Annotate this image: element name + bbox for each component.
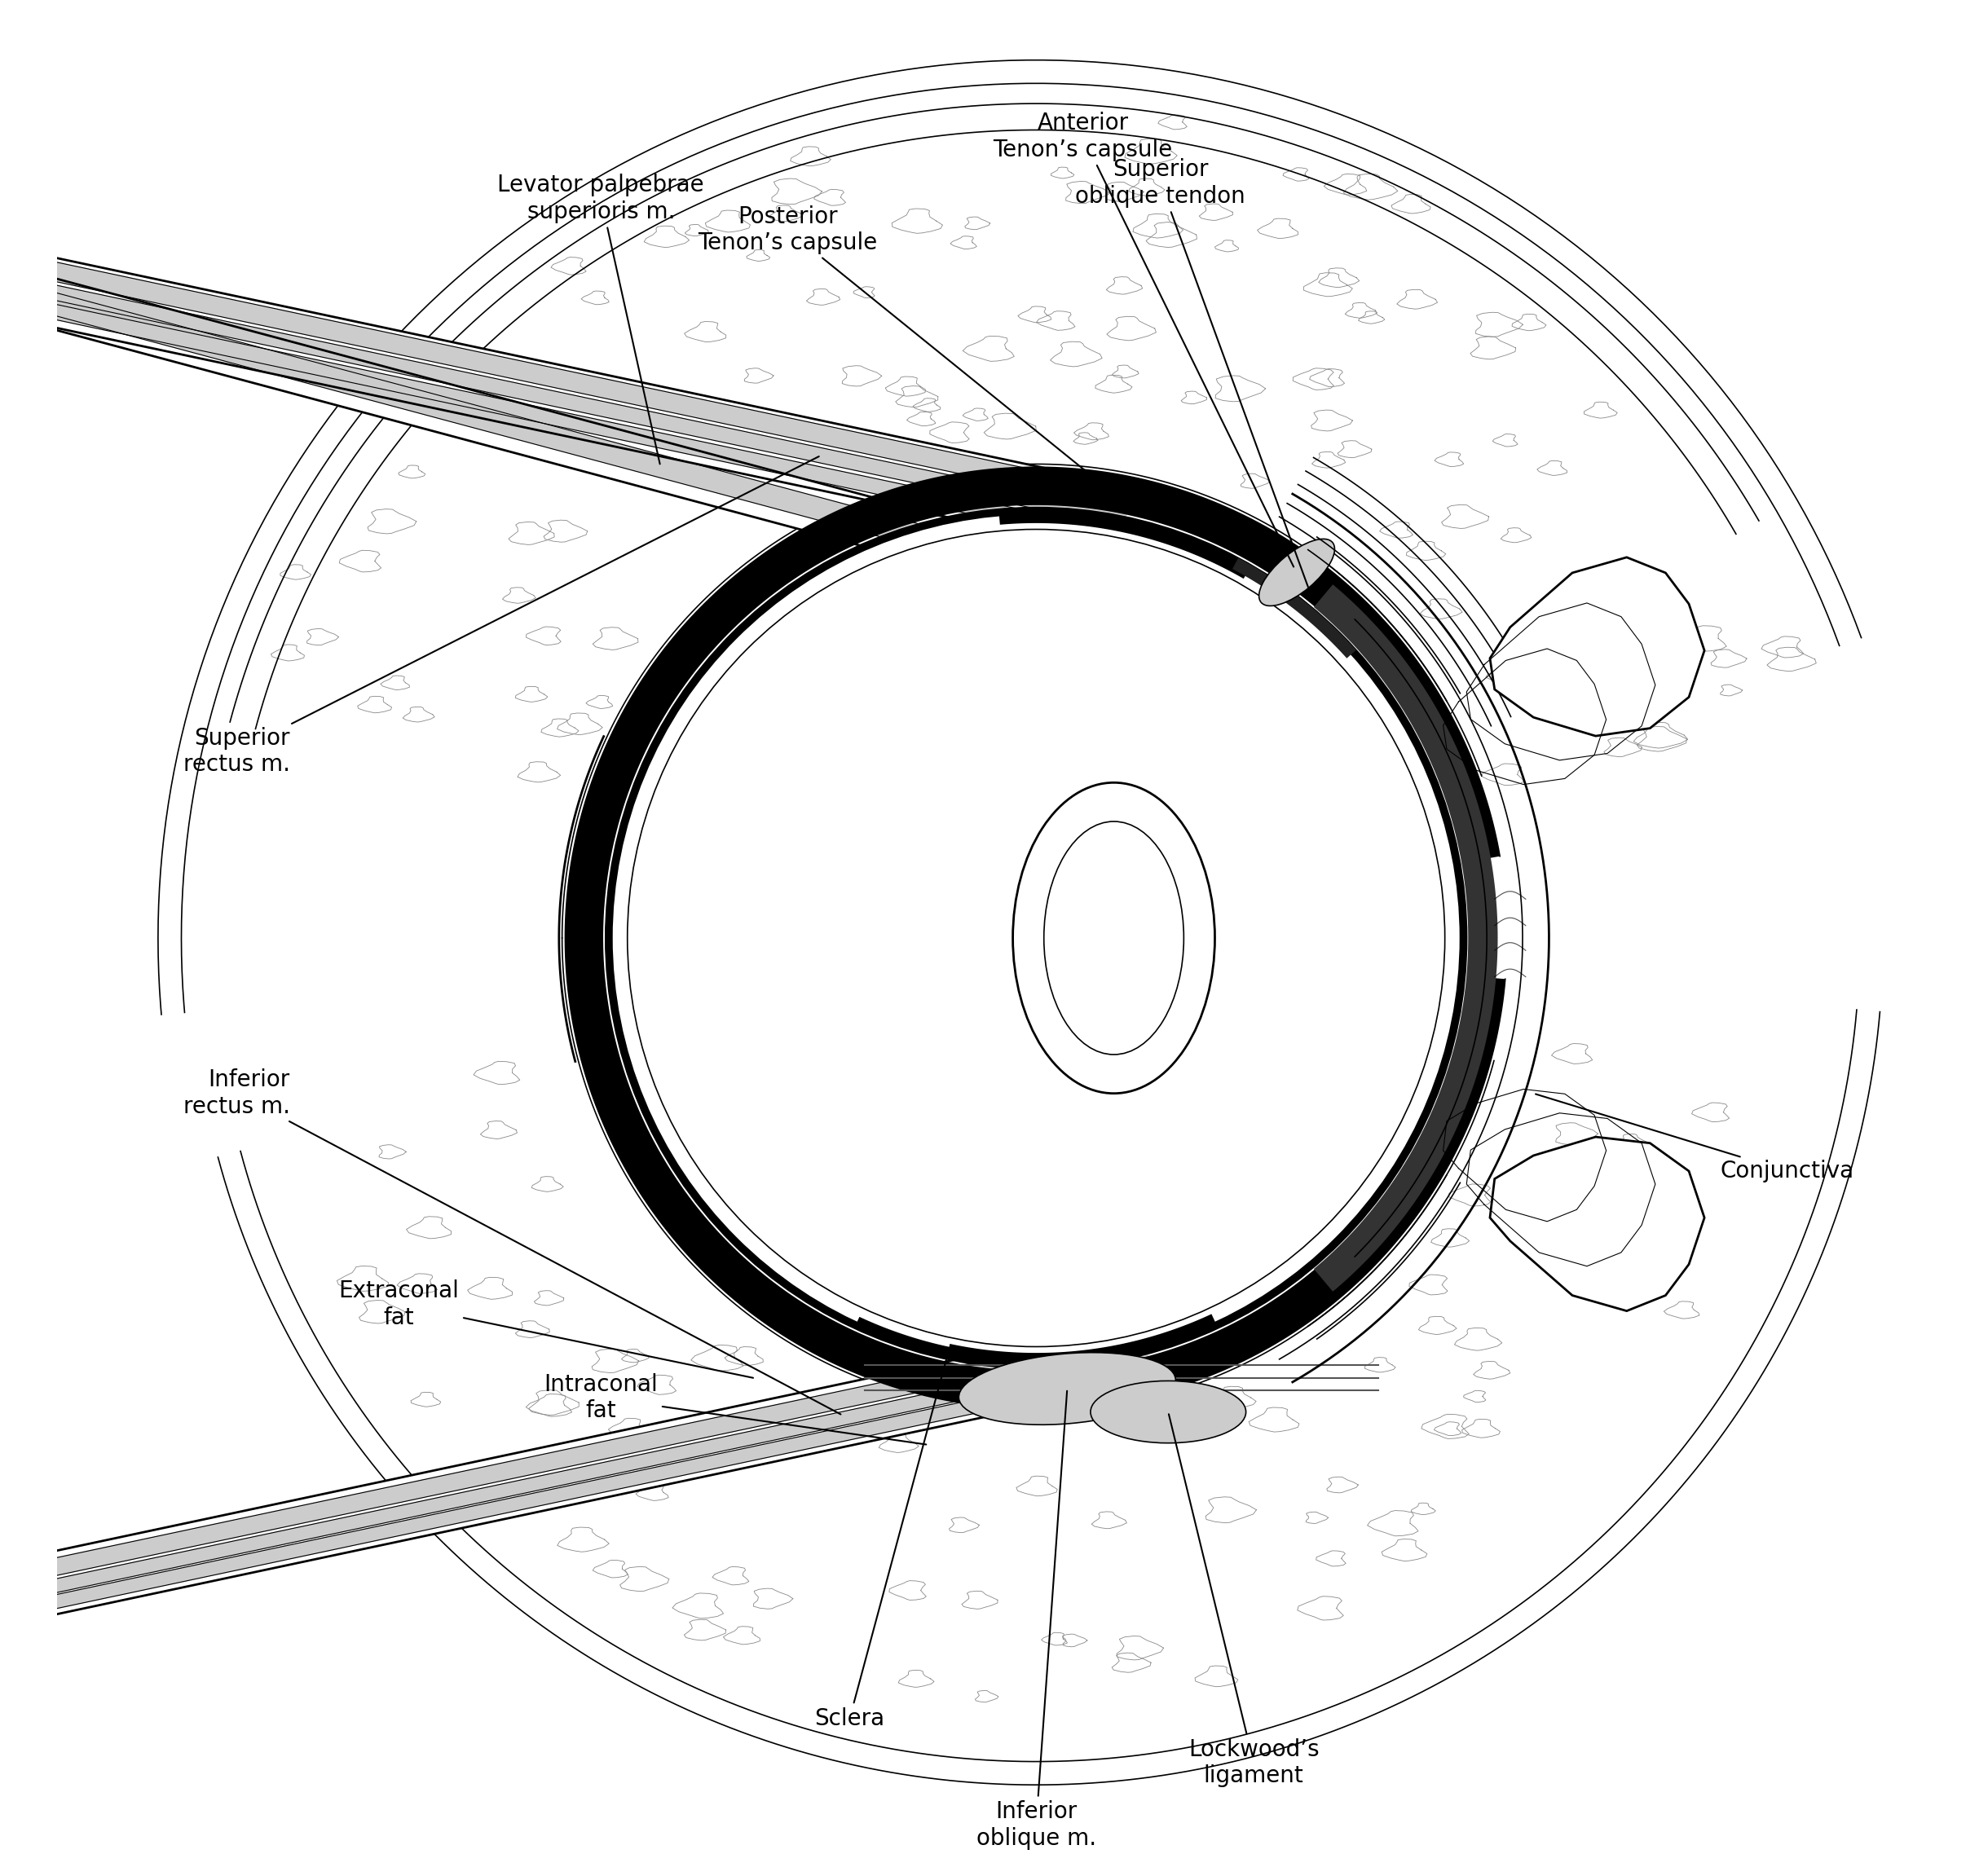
Polygon shape bbox=[566, 467, 1506, 1409]
Ellipse shape bbox=[1259, 538, 1334, 606]
Text: Inferior
oblique m.: Inferior oblique m. bbox=[976, 1390, 1096, 1850]
Polygon shape bbox=[0, 272, 1122, 546]
Text: Conjunctiva: Conjunctiva bbox=[1536, 1094, 1854, 1182]
Text: Superior
oblique tendon: Superior oblique tendon bbox=[1075, 158, 1308, 587]
Text: Levator palpebrae
superioris m.: Levator palpebrae superioris m. bbox=[497, 174, 705, 463]
Ellipse shape bbox=[1090, 1381, 1247, 1443]
Text: Superior
rectus m.: Superior rectus m. bbox=[184, 456, 819, 777]
Polygon shape bbox=[946, 1313, 1217, 1368]
Polygon shape bbox=[204, 977, 1896, 1801]
Polygon shape bbox=[0, 233, 1132, 508]
Polygon shape bbox=[127, 28, 1890, 1017]
Circle shape bbox=[610, 510, 1464, 1366]
Polygon shape bbox=[999, 508, 1251, 578]
Polygon shape bbox=[0, 255, 1126, 527]
Text: Intraconal
fat: Intraconal fat bbox=[544, 1373, 926, 1445]
Polygon shape bbox=[1314, 585, 1498, 1291]
Polygon shape bbox=[28, 287, 1114, 598]
Polygon shape bbox=[0, 1347, 1150, 1619]
Text: Sclera: Sclera bbox=[815, 1358, 946, 1730]
Text: Anterior
Tenon’s capsule: Anterior Tenon’s capsule bbox=[993, 113, 1294, 567]
Polygon shape bbox=[1233, 557, 1356, 658]
Ellipse shape bbox=[958, 1353, 1176, 1424]
Polygon shape bbox=[855, 1317, 999, 1368]
Text: Inferior
rectus m.: Inferior rectus m. bbox=[184, 1069, 841, 1415]
Polygon shape bbox=[1490, 1137, 1704, 1311]
Polygon shape bbox=[24, 274, 1118, 612]
Text: Extraconal
fat: Extraconal fat bbox=[338, 1279, 754, 1377]
Polygon shape bbox=[1490, 557, 1704, 735]
Text: Lockwood’s
ligament: Lockwood’s ligament bbox=[1170, 1415, 1320, 1788]
Polygon shape bbox=[0, 1321, 1154, 1640]
Polygon shape bbox=[0, 1326, 1146, 1602]
Polygon shape bbox=[0, 229, 1132, 553]
Text: Posterior
Tenon’s capsule: Posterior Tenon’s capsule bbox=[699, 204, 1112, 493]
Polygon shape bbox=[0, 1362, 1152, 1634]
